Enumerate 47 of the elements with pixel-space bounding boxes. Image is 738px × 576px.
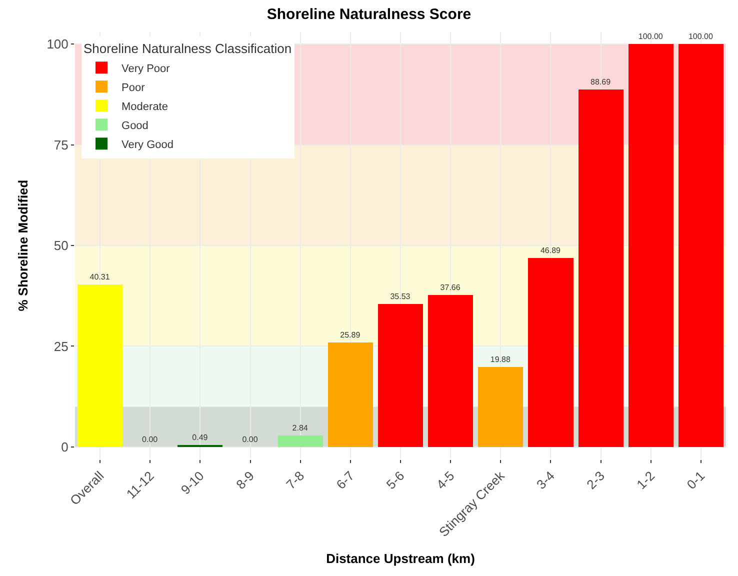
legend-label: Very Poor [122,62,170,75]
data-label: 0.00 [142,434,158,444]
data-label: 35.53 [390,292,411,301]
data-label: 0.00 [242,434,258,444]
data-label: 2.84 [292,423,308,432]
y-tick-label: 100 [46,36,68,52]
bar [528,258,574,447]
x-tick-label: 6-7 [333,468,358,492]
y-tick-label: 25 [54,338,68,354]
y-axis-title: % Shoreline Modified [16,180,31,312]
data-label: 100.00 [638,32,664,42]
x-tick-label: 5-6 [383,468,408,492]
x-tick-label: 8-9 [233,468,257,492]
legend-title: Shoreline Naturalness Classification [84,41,292,56]
bar [628,44,674,447]
data-label: 25.89 [340,330,361,340]
bar [678,44,724,447]
y-tick-label: 75 [54,137,68,152]
bar [478,366,524,447]
data-label: 88.69 [590,78,612,87]
y-tick-label: 0 [61,439,68,454]
data-label: 37.66 [440,283,461,292]
x-tick-label: 3-4 [534,468,558,492]
data-label: 100.00 [688,32,714,42]
bar [278,435,323,447]
x-tick-label: 0-1 [684,468,708,492]
x-tick-label: 2-3 [584,468,608,492]
x-tick-label: 9-10 [178,468,207,498]
x-axis-title: Distance Upstream (km) [326,551,475,566]
bar [378,304,424,447]
bar [428,295,474,447]
bar [328,342,373,447]
y-tick-label: 50 [54,238,68,254]
data-label: 19.88 [490,354,511,364]
legend-label: Poor [122,82,146,94]
data-label: 0.49 [192,432,208,442]
chart-title: Shoreline Naturalness Score [266,6,472,24]
bar [78,284,123,447]
legend-label: Good [122,120,148,132]
data-label: 40.31 [90,272,110,282]
x-tick-label: 1-2 [634,468,658,492]
legend-label: Very Good [122,138,174,151]
x-tick-label: 7-8 [283,468,308,492]
data-label: 46.89 [540,246,562,256]
legend-label: Moderate [122,100,168,113]
bar [578,90,624,447]
x-tick-label: 4-5 [433,468,458,492]
